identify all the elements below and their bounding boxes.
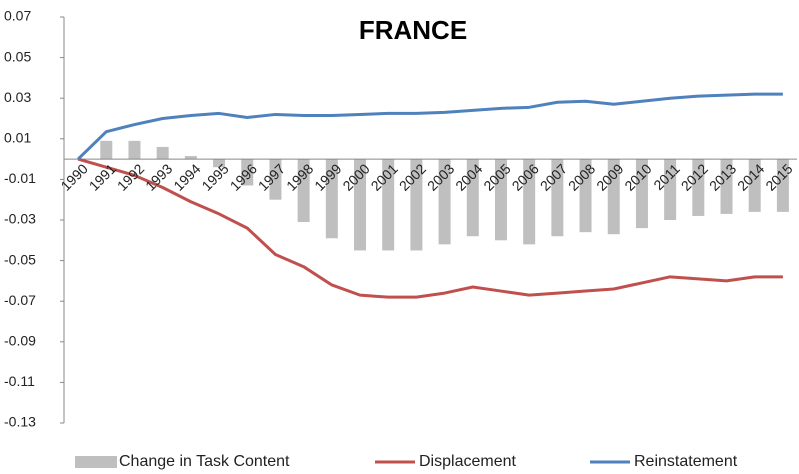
y-tick-label: -0.13: [4, 414, 36, 430]
x-tick-label: 1995: [198, 160, 231, 193]
bar: [297, 159, 310, 223]
bar: [382, 159, 395, 251]
bar: [269, 159, 282, 200]
bar: [438, 159, 451, 245]
legend-label: Change in Task Content: [119, 453, 290, 470]
bar: [579, 159, 592, 233]
bar: [692, 159, 705, 216]
line: [77, 92, 783, 161]
y-tick-label: 0.03: [4, 89, 31, 105]
bar: [410, 159, 423, 251]
bar: [354, 159, 367, 251]
bar: [748, 159, 761, 212]
y-tick-label: -0.09: [4, 333, 36, 349]
legend-label: Reinstatement: [634, 453, 738, 470]
x-tick-label: 1993: [142, 160, 175, 193]
bar: [100, 140, 113, 160]
chart-title: FRANCE: [359, 15, 467, 45]
bar: [607, 159, 620, 235]
bar: [156, 146, 169, 160]
y-tick-label: 0.07: [4, 8, 31, 24]
y-tick-label: -0.05: [4, 251, 36, 267]
y-tick-label: -0.07: [4, 292, 36, 308]
bar: [466, 159, 479, 237]
y-tick-label: -0.03: [4, 211, 36, 227]
bar: [494, 159, 507, 241]
bar: [720, 159, 733, 214]
bar: [184, 156, 197, 160]
bar: [213, 159, 226, 168]
y-tick-label: -0.11: [4, 373, 35, 389]
legend-label: Displacement: [419, 453, 516, 470]
bar: [325, 159, 338, 239]
bar: [664, 159, 677, 220]
legend-swatch: [75, 456, 117, 468]
bar: [523, 159, 536, 245]
bar: [776, 159, 789, 212]
y-tick-label: -0.01: [4, 170, 36, 186]
y-tick-label: 0.05: [4, 48, 31, 64]
x-tick-label: 1996: [227, 160, 260, 193]
x-tick-label: 1990: [57, 160, 90, 193]
bar: [635, 159, 648, 229]
bar: [551, 159, 564, 237]
y-tick-label: 0.01: [4, 130, 31, 146]
x-tick-label: 1994: [170, 160, 203, 193]
bar: [241, 159, 254, 186]
bar: [128, 140, 141, 160]
x-tick-label: 1991: [86, 160, 119, 193]
line: [77, 157, 783, 299]
